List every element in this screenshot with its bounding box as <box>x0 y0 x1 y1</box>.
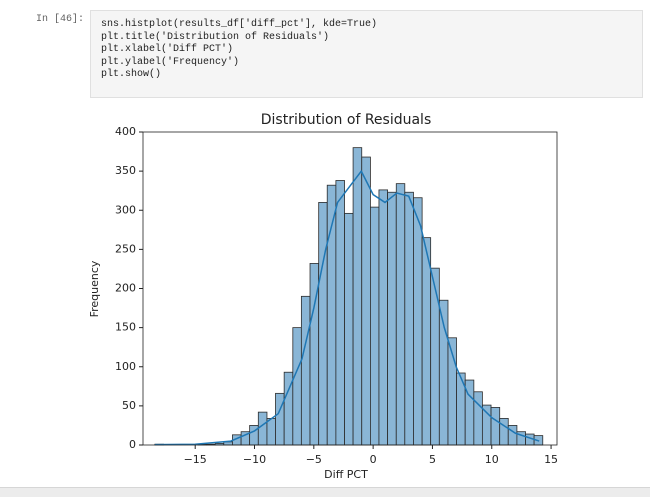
bar <box>430 267 440 446</box>
cell-prompt: In [46]: <box>36 14 85 25</box>
x-tick-label: 5 <box>429 453 436 466</box>
code-line: plt.ylabel('Frequency') <box>101 56 240 68</box>
kde-line <box>154 169 540 446</box>
chart-title: Distribution of Residuals <box>261 112 432 128</box>
y-tick-label: 300 <box>115 203 136 216</box>
bar <box>257 411 268 446</box>
code-line: sns.histplot(results_df['diff_pct'], kde… <box>101 19 378 30</box>
bar <box>507 425 518 446</box>
y-tick-label: 0 <box>129 438 136 451</box>
bar <box>378 189 389 446</box>
y-tick-label: 250 <box>115 242 136 255</box>
bar <box>300 295 311 446</box>
x-tick-label: −5 <box>306 453 322 466</box>
y-tick-label: 150 <box>115 321 136 334</box>
bar <box>421 237 432 446</box>
bar <box>352 147 363 446</box>
x-axis-label: Diff PCT <box>324 468 368 481</box>
x-tick-label: −15 <box>184 453 207 466</box>
x-tick-label: 0 <box>370 453 377 466</box>
bar <box>344 212 354 446</box>
y-tick-label: 100 <box>115 360 136 373</box>
bar <box>387 191 397 446</box>
bar <box>499 417 509 446</box>
bar <box>370 206 380 446</box>
bar <box>361 156 371 446</box>
y-tick-label: 400 <box>115 125 136 138</box>
bar <box>395 183 406 446</box>
bar <box>473 391 483 446</box>
bar <box>404 191 414 446</box>
bar <box>335 180 345 446</box>
bar <box>318 202 328 446</box>
bar <box>266 417 276 446</box>
x-tick-label: −10 <box>243 453 266 466</box>
bar <box>413 197 423 446</box>
status-bar <box>0 487 650 497</box>
code-line: plt.xlabel('Diff PCT') <box>101 44 234 55</box>
x-tick-label: 10 <box>485 453 499 466</box>
y-tick-label: 50 <box>122 399 136 412</box>
x-tick-label: 15 <box>544 453 558 466</box>
code-line: plt.title('Distribution of Residuals') <box>101 31 330 43</box>
y-tick-label: 200 <box>115 282 136 295</box>
y-tick-label: 350 <box>115 164 136 177</box>
code-line: plt.show() <box>101 69 162 80</box>
y-axis-label: Frequency <box>88 260 101 317</box>
code-cell[interactable]: sns.histplot(results_df['diff_pct'], kde… <box>90 10 643 98</box>
bar <box>292 327 302 446</box>
bar <box>275 392 285 446</box>
bar <box>481 404 492 446</box>
bar <box>490 407 501 446</box>
